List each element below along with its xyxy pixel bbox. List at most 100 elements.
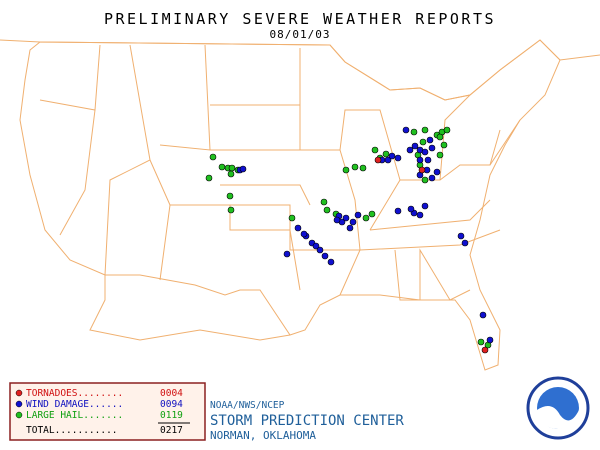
legend-dot: [15, 411, 23, 419]
legend-box: [9, 382, 206, 441]
state-line: [339, 109, 401, 231]
legend-label: LARGE HAIL.......: [26, 410, 123, 421]
legend-count: 0119: [160, 410, 183, 421]
state-line: [369, 199, 491, 231]
report-dot: [351, 163, 359, 171]
total-label: TOTAL...........: [26, 425, 118, 436]
report-dot: [321, 252, 329, 260]
report-dot: [419, 138, 427, 146]
report-dot: [479, 311, 487, 319]
report-dot: [481, 346, 489, 354]
state-line: [394, 248, 471, 301]
report-dot: [323, 206, 331, 214]
report-dot: [371, 146, 379, 154]
report-dot: [416, 156, 424, 164]
report-dot: [421, 176, 429, 184]
state-line: [149, 159, 171, 281]
report-dot: [294, 224, 302, 232]
report-dot: [428, 174, 436, 182]
state-line: [39, 44, 101, 111]
agency: NOAA/NWS/NCEP: [210, 400, 285, 411]
report-dot: [477, 338, 485, 346]
center: STORM PREDICTION CENTER: [210, 413, 404, 429]
report-dot: [410, 128, 418, 136]
state-line: [300, 149, 361, 296]
report-dot: [461, 239, 469, 247]
legend-dot: [15, 389, 23, 397]
state-line: [170, 204, 360, 251]
us-outline: [19, 39, 561, 371]
report-dot: [406, 146, 414, 154]
report-dot: [359, 164, 367, 172]
report-dot: [436, 133, 444, 141]
legend-label: TORNADOES........: [26, 388, 123, 399]
report-dot: [436, 151, 444, 159]
report-dot: [333, 216, 341, 224]
date: 08/01/03: [270, 28, 331, 41]
report-dot: [407, 205, 415, 213]
report-dot: [388, 152, 396, 160]
report-dot: [421, 126, 429, 134]
state-line: [229, 205, 301, 291]
report-dot: [239, 165, 247, 173]
state-line: [439, 94, 471, 181]
report-dot: [227, 206, 235, 214]
report-dot: [346, 224, 354, 232]
report-dot: [416, 211, 424, 219]
legend-dot: [15, 400, 23, 408]
mexico-border: [89, 275, 291, 341]
report-dot: [226, 192, 234, 200]
legend-count: 0094: [160, 399, 183, 410]
report-dot: [283, 250, 291, 258]
location: NORMAN, OKLAHOMA: [210, 429, 316, 442]
report-dot: [349, 218, 357, 226]
total-count: 0217: [160, 425, 183, 436]
report-dot: [486, 336, 494, 344]
report-dot: [394, 154, 402, 162]
report-dot: [433, 168, 441, 176]
report-dot: [384, 156, 392, 164]
report-dot: [205, 174, 213, 182]
boundaries: [0, 39, 600, 371]
title: PRELIMINARY SEVERE WEATHER REPORTS: [104, 10, 496, 28]
noaa-logo: [526, 376, 590, 440]
report-dot: [421, 148, 429, 156]
legend-count: 0004: [160, 388, 183, 399]
report-dot: [457, 232, 465, 240]
report-dot: [300, 230, 308, 238]
report-dot: [418, 166, 426, 174]
report-dot: [228, 164, 236, 172]
report-dot: [342, 214, 350, 222]
state-line: [489, 119, 521, 166]
report-dot: [424, 156, 432, 164]
state-line: [210, 48, 301, 151]
report-dot: [354, 211, 362, 219]
report-dot: [394, 207, 402, 215]
report-dot: [209, 153, 217, 161]
report-dot: [327, 258, 335, 266]
state-line: [220, 184, 311, 206]
legend-label: WIND DAMAGE......: [26, 399, 123, 410]
report-dot: [342, 166, 350, 174]
state-line: [104, 44, 151, 276]
report-dot: [402, 126, 410, 134]
state-line: [59, 109, 96, 236]
report-dot: [428, 144, 436, 152]
report-dot: [443, 126, 451, 134]
report-dot: [362, 214, 370, 222]
report-dot: [312, 242, 320, 250]
report-dot: [368, 210, 376, 218]
report-dot: [426, 136, 434, 144]
report-dot: [316, 246, 324, 254]
state-line: [159, 44, 211, 151]
report-dot: [374, 156, 382, 164]
report-dot: [421, 202, 429, 210]
reports: [205, 126, 494, 354]
report-dot: [411, 142, 419, 150]
report-dot: [218, 163, 226, 171]
state-line: [359, 229, 501, 251]
report-dot: [227, 170, 235, 178]
report-dot: [288, 214, 296, 222]
